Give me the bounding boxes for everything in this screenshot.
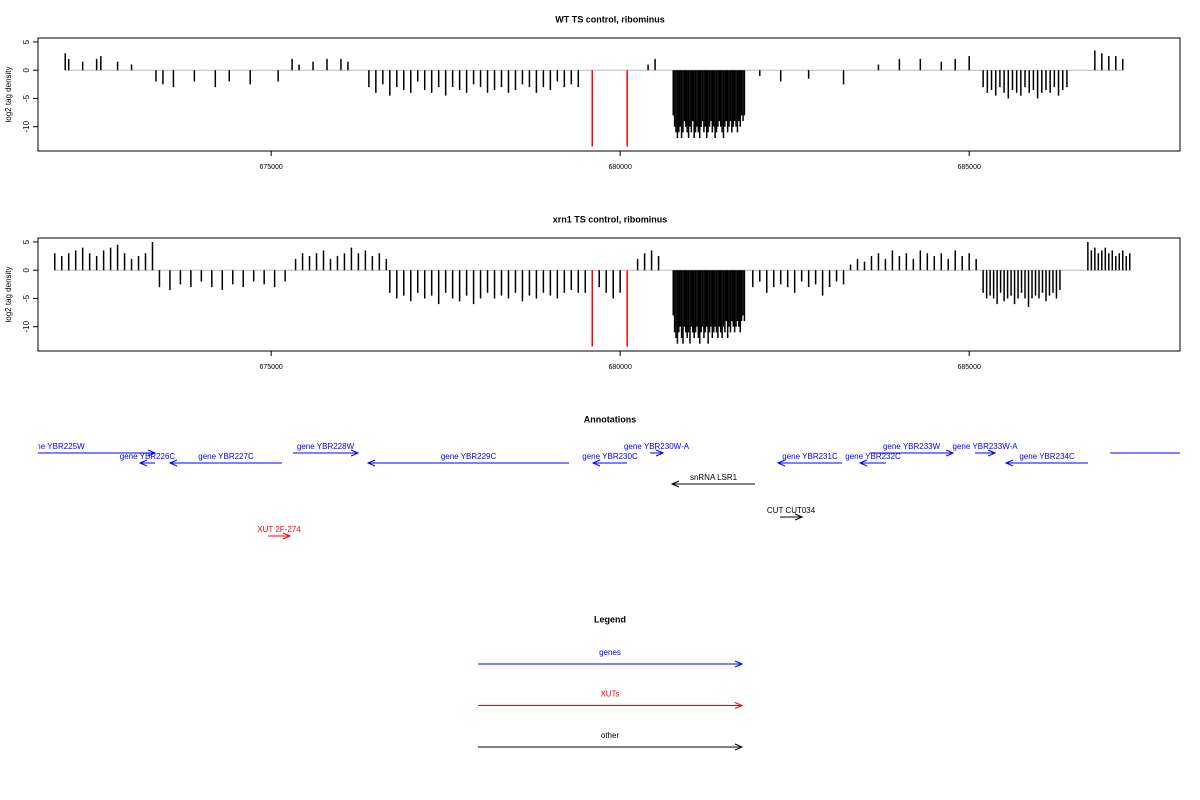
feature-arrow-head — [794, 513, 804, 521]
feature-label: gene YBR231C — [782, 452, 838, 461]
feature-label: gene YBR230C — [582, 452, 638, 461]
feature-label: gene YBR232C — [845, 452, 901, 461]
feature-arrow-head — [350, 449, 360, 457]
x-tick-label: 675000 — [259, 164, 282, 171]
legend-arrow-head — [734, 702, 744, 709]
x-tick-label: 685000 — [958, 164, 981, 171]
panel-title: WT TS control, ribominus — [555, 14, 665, 24]
feature-label: gene YBR228W — [297, 442, 355, 451]
plot-frame — [37, 37, 1181, 152]
legend-label: genes — [599, 648, 621, 657]
feature-label: gene YBR227C — [198, 452, 254, 461]
feature-arrow-head — [945, 449, 955, 457]
x-tick-label: 680000 — [608, 164, 631, 171]
feature-label: gene YBR230W-A — [624, 442, 690, 451]
x-tick-label: 675000 — [259, 364, 282, 371]
feature-arrow-head — [987, 449, 997, 457]
y-axis-label: log2 tag density — [4, 266, 13, 322]
legend-title: Legend — [594, 614, 626, 624]
feature-arrow-head — [1004, 459, 1014, 467]
feature-arrow-head — [1193, 450, 1200, 456]
feature-arrow-head — [670, 480, 680, 488]
y-tick-label: 0 — [22, 67, 31, 72]
feature-arrow-head — [858, 459, 868, 467]
legend-arrow-head — [734, 660, 744, 668]
feature-label: XUT 2F-274 — [257, 525, 301, 534]
feature-arrow-head — [168, 459, 178, 467]
feature-arrow-head — [138, 459, 148, 467]
feature-label: snRNA LSR1 — [690, 473, 738, 482]
legend-label: XUTs — [600, 690, 619, 699]
plot-frame — [37, 237, 1181, 352]
feature-label: gene YBR233W — [883, 442, 941, 451]
x-tick-label: 680000 — [608, 364, 631, 371]
feature-arrow-head — [282, 532, 292, 540]
y-tick-label: -5 — [22, 94, 31, 102]
feature-arrow-head — [147, 449, 157, 457]
feature-arrow-head — [366, 459, 376, 467]
feature-label: gene YBR234C — [1019, 452, 1075, 461]
y-tick-label: 5 — [22, 39, 31, 44]
x-tick-label: 685000 — [958, 364, 981, 371]
y-tick-label: -5 — [22, 294, 31, 302]
annotations-title: Annotations — [584, 414, 637, 424]
feature-label: gene YBR229C — [441, 452, 497, 461]
legend-label: other — [601, 731, 620, 740]
feature-label: gene YBR233W-A — [953, 442, 1019, 451]
feature-arrow-head — [776, 459, 786, 467]
feature-arrow-head — [591, 459, 601, 467]
y-axis-label: log2 tag density — [4, 66, 13, 122]
feature-arrow-head — [655, 449, 665, 457]
feature-label: gene YBR226C — [120, 452, 176, 461]
y-tick-label: 5 — [22, 239, 31, 244]
annotation-track: gene YBR225W gene YBR226C gene YBR227C gene… — [27, 442, 1200, 540]
feature-label: CUT CUT034 — [767, 506, 816, 515]
y-tick-label: -10 — [22, 320, 31, 332]
panel-title: xrn1 TS control, ribominus — [553, 214, 668, 224]
y-tick-label: -10 — [22, 120, 31, 132]
legend-arrow-head — [734, 743, 744, 751]
feature-label: gene YBR225W — [27, 442, 85, 451]
y-tick-label: 0 — [22, 267, 31, 272]
